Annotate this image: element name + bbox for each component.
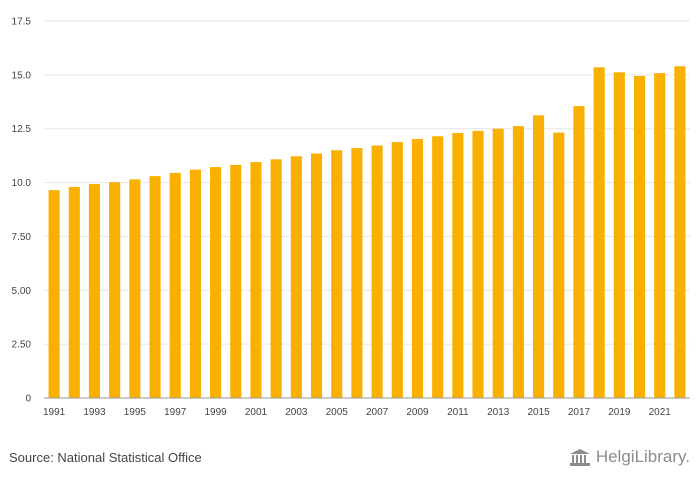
bar-1997 [169,172,181,398]
bar-2015 [533,115,545,398]
bar-1999 [210,167,222,398]
x-tick-label: 2015 [527,407,550,418]
x-tick-label: 1997 [164,407,187,418]
library-building-icon [569,449,590,466]
x-axis-tick-labels: 1991 1993 1995 1997 1999 2001 2003 2005 2007 2009… [43,407,671,418]
bar-2000 [230,164,242,398]
bar-1995 [129,179,141,398]
gridlines [44,20,690,345]
bar-1994 [109,182,121,398]
x-tick-label: 2005 [326,407,349,418]
bar-2006 [351,148,363,398]
bar-2008 [391,142,403,398]
bar-2020 [633,75,646,398]
y-tick-label: 2.50 [12,340,32,351]
x-tick-label: 2021 [649,407,672,418]
bar-2022 [674,66,686,399]
x-tick-label: 1995 [124,407,147,418]
bar-2012 [472,130,484,398]
bar-2005 [331,150,343,398]
bar-2004 [310,153,323,398]
bar-2013 [492,128,504,398]
bar-2017 [573,106,585,398]
logo-text: HelgiLibrary. [595,447,690,466]
bar-1996 [149,176,161,398]
bars [48,66,686,399]
x-tick-label: 2007 [366,407,389,418]
bar-2011 [452,133,464,398]
x-tick-label: 2009 [406,407,429,418]
bar-1991 [48,190,60,398]
bar-1998 [189,169,201,398]
bar-2019 [613,72,625,398]
bar-2002 [270,159,282,398]
bar-2010 [432,136,444,399]
bar-1992 [68,186,80,398]
bar-1993 [88,184,101,398]
x-tick-label: 2011 [447,407,469,418]
x-tick-label: 2001 [245,407,268,418]
x-tick-label: 2003 [285,407,308,418]
source-note: Source: National Statistical Office [9,450,202,465]
y-tick-label: 7.50 [12,232,32,243]
bar-2009 [411,139,424,398]
bar-2003 [290,156,302,398]
y-tick-label: 5.00 [12,286,32,297]
bar-2014 [512,126,524,398]
x-tick-label: 1999 [204,407,227,418]
x-tick-label: 2019 [608,407,631,418]
helgilibrary-logo: HelgiLibrary. [568,447,690,467]
x-tick-label: 1993 [83,407,106,418]
y-tick-label: 10.0 [12,178,32,189]
y-tick-label: 0 [25,394,31,405]
y-axis-tick-labels: 0 2.50 5.00 7.50 10.0 12.5 15.0 17.5 [12,17,32,405]
x-tick-label: 2017 [568,407,591,418]
bar-2001 [250,162,262,398]
bar-2007 [371,145,383,398]
bar-2018 [593,67,605,399]
y-tick-label: 17.5 [12,17,32,28]
y-tick-label: 12.5 [12,124,32,135]
bar-2021 [654,73,666,398]
y-tick-label: 15.0 [12,70,32,81]
x-tick-label: 2013 [487,407,510,418]
bar-2016 [553,132,565,399]
x-tick-label: 1991 [43,407,66,418]
